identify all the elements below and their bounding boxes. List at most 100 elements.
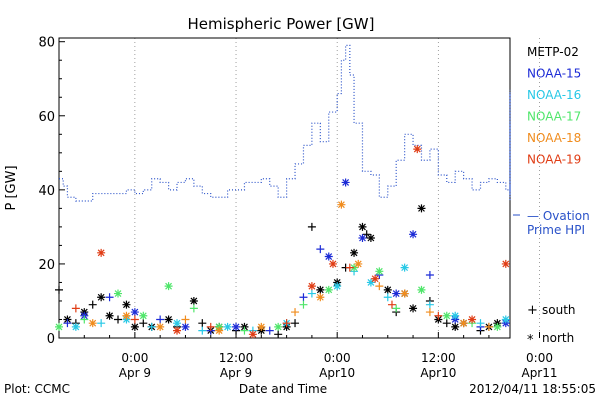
x-tick-date-label-3: Apr10 [420,366,456,380]
s5-point-4 [206,322,215,331]
s5-point-9 [345,263,354,272]
legend-south-symbol: + [527,303,538,318]
s3-point-12 [375,267,384,276]
s3-point-8 [274,322,283,331]
s0-point-10 [139,319,148,328]
y-tick-label-20: 20 [38,258,55,273]
s5-point-12 [413,145,422,154]
s3-point-17 [493,322,502,331]
s2-point-17 [476,319,485,328]
s0-point-40 [451,322,460,331]
s4-point-11 [400,289,409,298]
legend-series-2: NOAA-16 [527,88,581,102]
y-tick-label-0: 0 [47,332,55,347]
s0-point-5 [97,293,106,302]
s0-point-7 [114,315,123,324]
s5-point-2 [130,315,139,324]
s5-point-7 [307,282,316,291]
s0-point-28 [350,248,359,257]
s4-point-7 [316,293,325,302]
s2-point-3 [147,322,156,331]
s5-point-13 [434,311,443,320]
s0-point-31 [366,234,375,242]
s2-point-4 [173,319,182,328]
s0-point-30 [362,230,371,239]
x-tick-date-label-1: Apr 9 [220,366,252,380]
s0-point-12 [164,315,173,324]
s3-point-5 [189,304,198,313]
s2-point-14 [400,263,409,272]
s1-point-15 [392,289,401,298]
s1-point-17 [425,271,434,280]
s1-point-4 [156,315,165,324]
s2-point-10 [333,282,342,291]
s2-point-6 [223,322,232,331]
x-tick-time-label-1: 12:00 [219,351,254,365]
s4-point-3 [181,315,190,324]
s4-point-0 [88,319,97,328]
s3-point-0 [55,322,63,331]
s4-point-6 [291,308,300,317]
chart-title: Hemispheric Power [GW] [188,15,375,33]
s4-point-5 [257,322,266,331]
s3-point-10 [324,285,333,294]
legend-north-symbol: * [527,333,534,348]
x-tick-date-label-4: Apr11 [521,366,557,380]
s1-point-0 [63,319,72,328]
s1-point-9 [299,293,308,302]
s5-point-15 [501,259,510,268]
s3-point-4 [164,282,173,291]
s4-point-12 [425,308,434,317]
s0-point-25 [316,285,325,294]
y-tick-label-60: 60 [38,110,55,125]
s5-point-0 [97,248,106,257]
s0-point-15 [198,319,207,328]
s5-point-10 [371,274,380,283]
y-tick-label-40: 40 [38,184,55,199]
s0-point-24 [307,222,316,231]
x-tick-date-label-2: Apr10 [319,366,355,380]
s2-point-13 [383,293,392,302]
s1-point-12 [341,178,350,187]
s4-point-8 [337,200,346,209]
s0-point-36 [417,204,426,213]
legend-series-5: NOAA-19 [527,153,581,167]
x-tick-time-label-0: 0:00 [121,351,148,365]
legend-south-label: south [542,303,576,317]
s4-point-14 [484,322,493,331]
s3-point-7 [240,326,249,335]
s5-point-1 [71,304,80,313]
s0-point-14 [189,296,198,305]
s0-point-0 [55,285,63,294]
x-axis-label: Date and Time [239,382,327,396]
s2-point-9 [307,289,316,298]
x-tick-time-label-2: 0:00 [324,351,351,365]
s3-point-13 [392,304,401,313]
ovation-legend-label-2: Prime HPI [527,223,585,237]
s0-point-39 [442,319,451,328]
s1-point-10 [316,245,325,254]
s3-point-11 [350,263,359,272]
legend-north-label: north [542,331,574,345]
s0-point-6 [105,311,114,320]
s0-point-32 [383,285,392,294]
ovation-prime-line [59,44,511,202]
s1-point-8 [265,326,274,335]
legend-series-1: NOAA-15 [527,67,581,81]
s3-point-9 [299,300,308,309]
s0-point-9 [130,322,139,331]
y-axis-label: P [GW] [4,165,19,210]
s3-point-15 [442,311,451,320]
s3-point-14 [417,285,426,294]
s2-point-0 [71,322,80,331]
s2-point-18 [501,315,510,324]
generation-timestamp: 2012/04/11 18:55:05 [469,382,596,396]
s4-point-9 [354,259,363,268]
s1-point-5 [181,322,190,331]
s0-point-8 [122,300,131,309]
y-tick-label-80: 80 [38,36,55,51]
s1-point-3 [130,308,139,317]
s0-point-35 [409,304,418,313]
s2-point-15 [425,300,434,309]
